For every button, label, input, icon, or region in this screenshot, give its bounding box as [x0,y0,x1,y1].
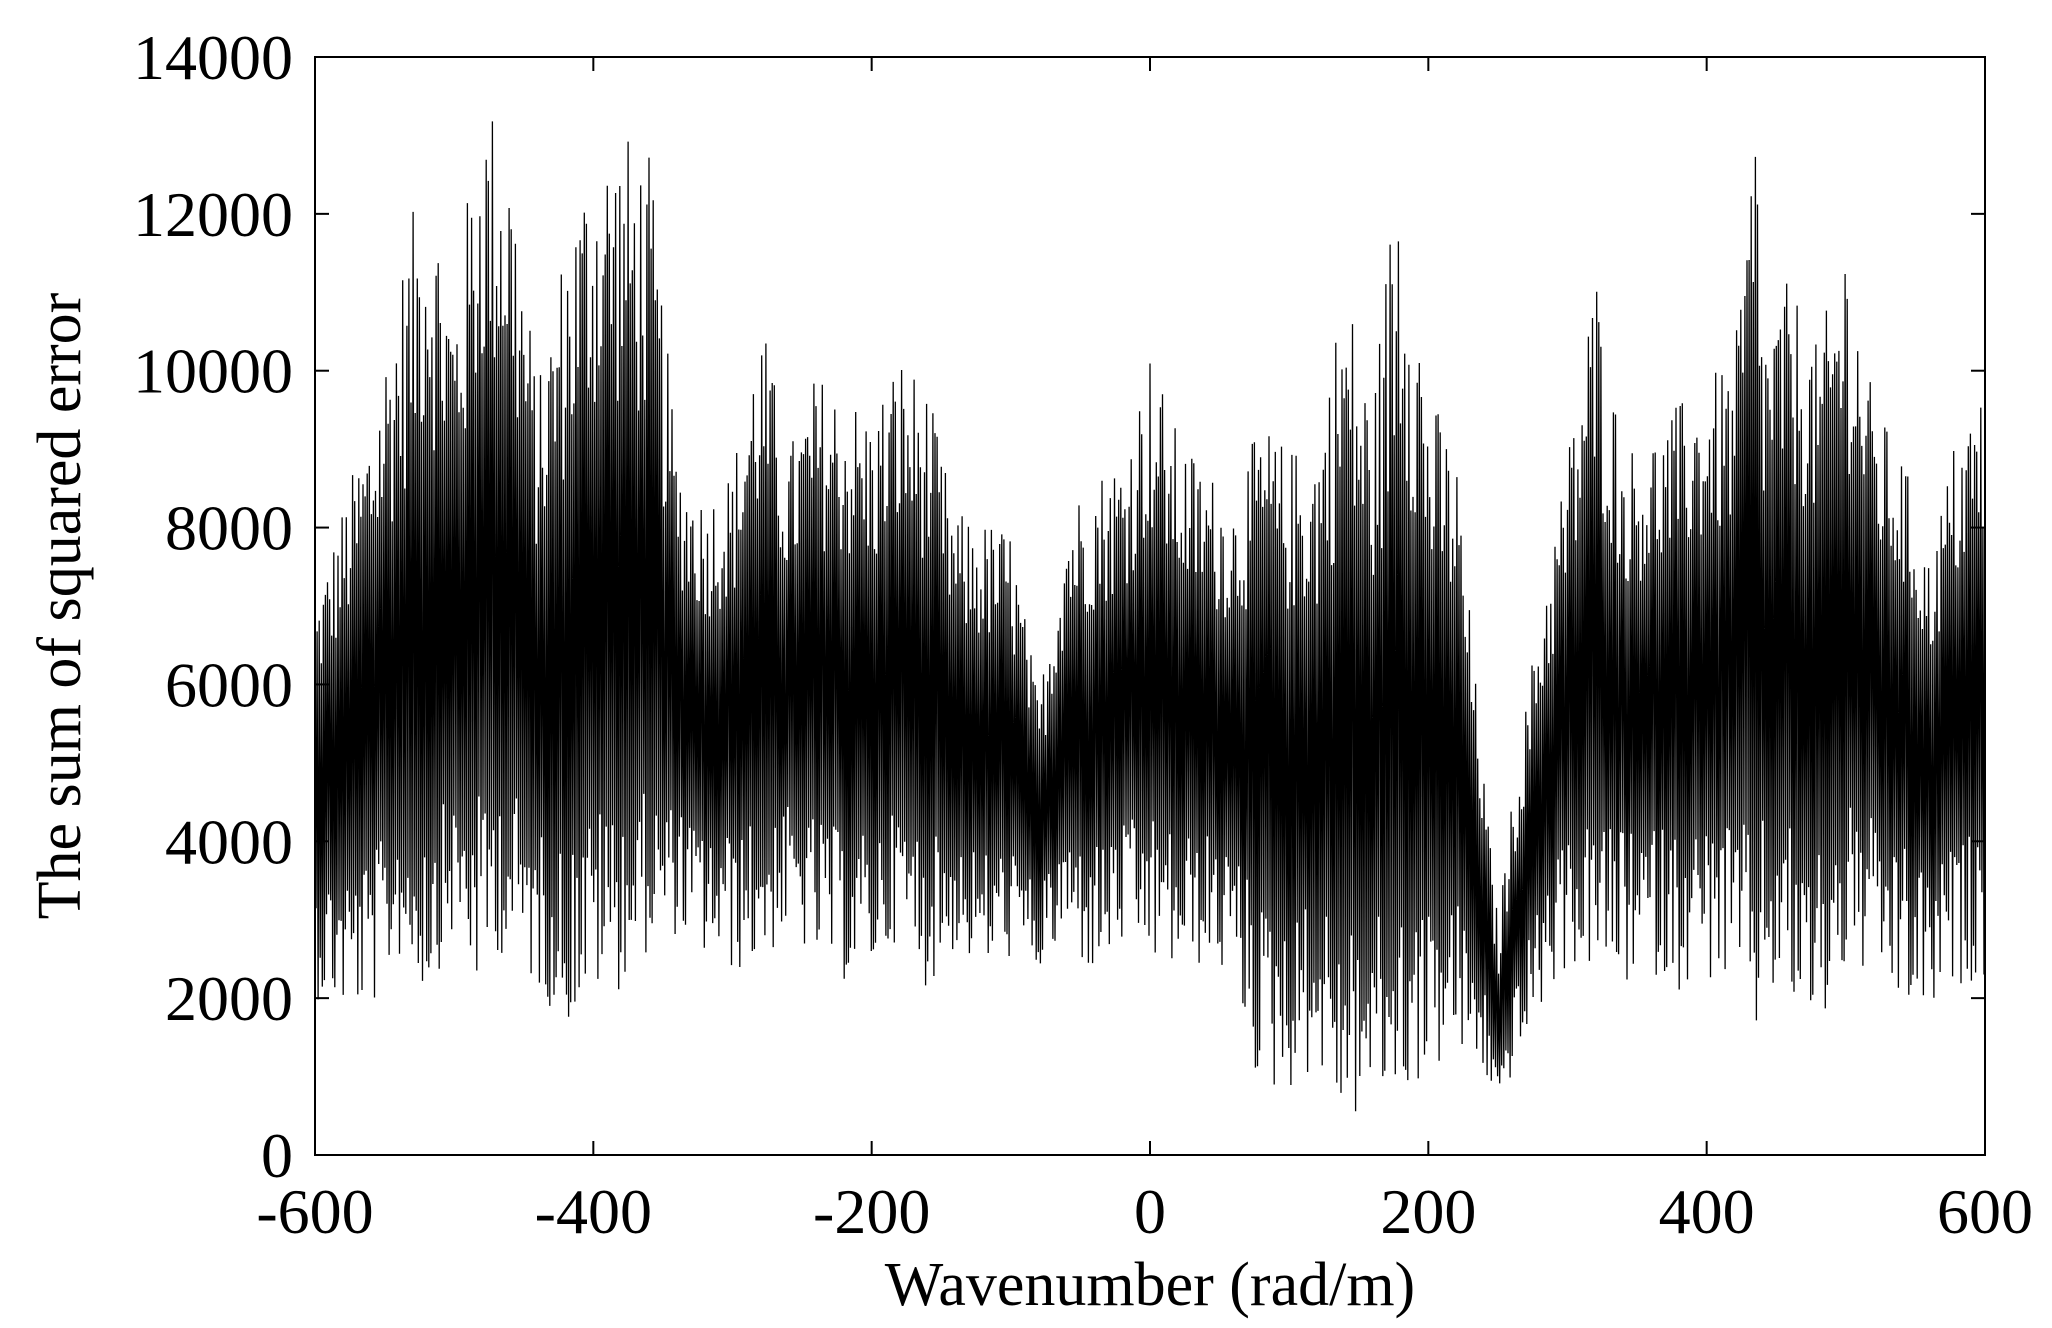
x-tick-label: -200 [813,1176,930,1247]
y-axis-ticks: 0 2000 4000 6000 8000 10000 12000 14000 [133,22,1985,1191]
y-tick-label: 6000 [165,649,293,720]
x-axis-ticks: -600 -400 -200 0 200 400 600 [256,57,2033,1247]
x-axis-label: Wavenumber (rad/m) [885,1251,1415,1319]
x-tick-label: -600 [256,1176,373,1247]
x-tick-label: 200 [1380,1176,1476,1247]
y-tick-label: 0 [261,1120,293,1191]
x-tick-label: 0 [1134,1176,1166,1247]
x-tick-label: -400 [535,1176,652,1247]
x-tick-label: 400 [1659,1176,1755,1247]
series-line [314,121,1986,1112]
y-tick-label: 2000 [165,963,293,1034]
y-tick-label: 14000 [133,22,293,93]
data-trace [314,121,1986,1112]
y-tick-label: 8000 [165,493,293,564]
y-tick-label: 12000 [133,179,293,250]
x-tick-label: 600 [1937,1176,2033,1247]
y-tick-label: 4000 [165,806,293,877]
y-tick-label: 10000 [133,336,293,407]
y-axis-label: The sum of squared error [26,292,94,919]
